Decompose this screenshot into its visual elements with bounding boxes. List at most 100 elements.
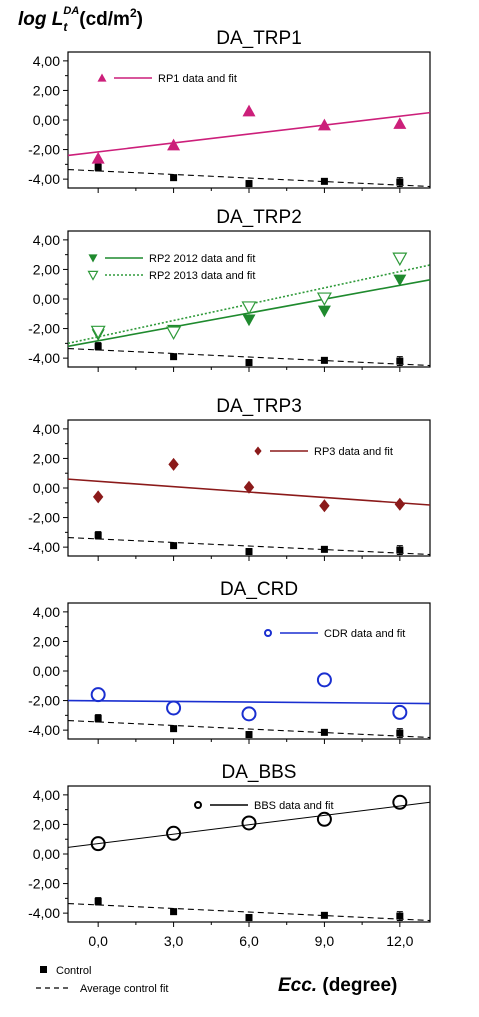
control-point [396,178,404,186]
control-point [94,897,102,905]
bbs-data-and-fit-point [392,794,408,810]
control-point [320,545,328,553]
rp1-data-and-fit-point [91,151,105,164]
control-point [396,729,404,737]
rp2-2012-data-and-fit-legend-marker [88,254,98,263]
control-point [170,542,178,550]
panel-title: DA_TRP3 [216,396,302,417]
cdr-data-and-fit-point [241,706,257,722]
control-fit-line [67,536,431,556]
control-fit-line [67,902,431,922]
y-tick-label: 4,00 [33,604,60,620]
y-axis-label: log Lt DA(cd/m2) [18,5,143,34]
rp1-data-and-fit-point [317,118,331,131]
rp2-2013-data-and-fit-point [316,292,332,306]
y-tick-label: 2,00 [33,82,60,98]
y-tick-label: 4,00 [33,421,60,437]
y-tick-label: 0,00 [33,291,60,307]
rp3-data-and-fit-point [319,499,330,513]
rp1-data-and-fit-point [393,117,407,129]
x-tick-label: 9,0 [315,933,335,949]
rp2-2013-data-and-fit-point [166,326,182,340]
control-point [245,180,253,188]
y-tick-label: 4,00 [33,787,60,803]
cdr-data-and-fit-legend-marker [264,629,272,637]
control-point [170,174,178,182]
control-point [396,357,404,365]
y-tick-label: 2,00 [33,450,60,466]
y-tick-label: -4,00 [28,539,60,555]
y-tick-label: 2,00 [33,816,60,832]
bbs-data-and-fit-point [241,815,257,831]
control-point [94,163,102,171]
x-axis-label-unit: (degree) [317,975,397,996]
y-tick-label: 2,00 [33,633,60,649]
panel-da-crd: DA_CRD 4,00 2,00 0,00 -2,00 -4,00 CDR data and… [28,579,431,744]
x-tick-label: 3,0 [164,933,184,949]
y-tick-label: 0,00 [33,663,60,679]
cdr-data-and-fit-point [90,687,106,703]
panel-title: DA_BBS [222,762,297,783]
control-fit-legend-label: Average control fit [80,983,168,995]
bbs-data-and-fit-legend-marker [194,801,202,809]
y-tick-label: -4,00 [28,171,60,187]
control-point [396,912,404,920]
bbs-data-and-fit-legend-label: BBS data and fit [254,800,334,812]
rp3-data-and-fit-point [168,457,179,471]
bbs-data-and-fit-point [90,836,106,852]
bottom-legend: Control Average control fit [36,965,168,995]
control-point [170,725,178,733]
y-tick-label: -2,00 [28,876,60,892]
rp1-data-and-fit-legend-marker [97,73,107,82]
y-axis-label-unit-pre: (cd/m [79,9,130,30]
control-point [170,908,178,916]
y-tick-label: 0,00 [33,112,60,128]
y-axis-label-unit-post: ) [137,9,143,30]
y-tick-label: 4,00 [33,232,60,248]
control-point [245,914,253,922]
plot-frame [67,51,431,189]
y-tick-label: -4,00 [28,905,60,921]
cdr-data-and-fit-point [166,700,182,716]
y-axis-label-sub: t [63,20,68,34]
rp2-2012-data-and-fit-point [393,274,407,287]
plot-frame [67,785,431,923]
y-tick-label: -4,00 [28,722,60,738]
plot-frame [67,602,431,740]
control-point [245,731,253,739]
rp2-2012-data-and-fit-point [242,314,256,327]
panels: DA_TRP1 4,00 2,00 0,00 -2,00 -4,00 RP1 data an… [28,28,431,949]
control-point [320,728,328,736]
x-tick-label: 12,0 [386,933,413,949]
bbs-data-and-fit-fit-line [67,801,431,848]
y-tick-label: -2,00 [28,321,60,337]
rp2-2012-data-and-fit-legend-label: RP2 2012 data and fit [149,253,255,265]
control-point [94,531,102,539]
control-point [320,177,328,185]
control-point [396,546,404,554]
control-fit-line [67,719,431,739]
rp3-data-and-fit-point [92,490,104,504]
rp3-data-and-fit-legend-marker [254,446,262,456]
rp1-data-and-fit-fit-line [67,111,431,157]
x-axis-label: Ecc. (degree) [278,975,397,996]
plot-frame [67,230,431,368]
x-tick-label: 6,0 [239,933,259,949]
panel-da-bbs: DA_BBS 4,00 2,00 0,00 -2,00 -4,00 0,0 3,0 6,0 9,0… [28,762,431,949]
x-tick-label: 0,0 [88,933,108,949]
y-axis-label-sup: DA [63,5,79,17]
y-axis-label-unit-sup: 2 [130,6,137,20]
control-point [320,911,328,919]
panel-da-trp1: DA_TRP1 4,00 2,00 0,00 -2,00 -4,00 RP1 data an… [28,28,431,193]
rp2-2013-data-and-fit-legend-label: RP2 2013 data and fit [149,270,255,282]
cdr-data-and-fit-legend-label: CDR data and fit [324,628,405,640]
panel-title: DA_TRP1 [216,28,302,49]
rp2-2013-data-and-fit-point [392,252,408,267]
rp1-data-and-fit-legend-label: RP1 data and fit [158,73,237,85]
bbs-data-and-fit-point [316,811,332,827]
control-point [245,359,253,367]
control-point [245,548,253,556]
control-point [94,342,102,350]
bbs-data-and-fit-point [166,825,182,841]
y-tick-label: -2,00 [28,510,60,526]
